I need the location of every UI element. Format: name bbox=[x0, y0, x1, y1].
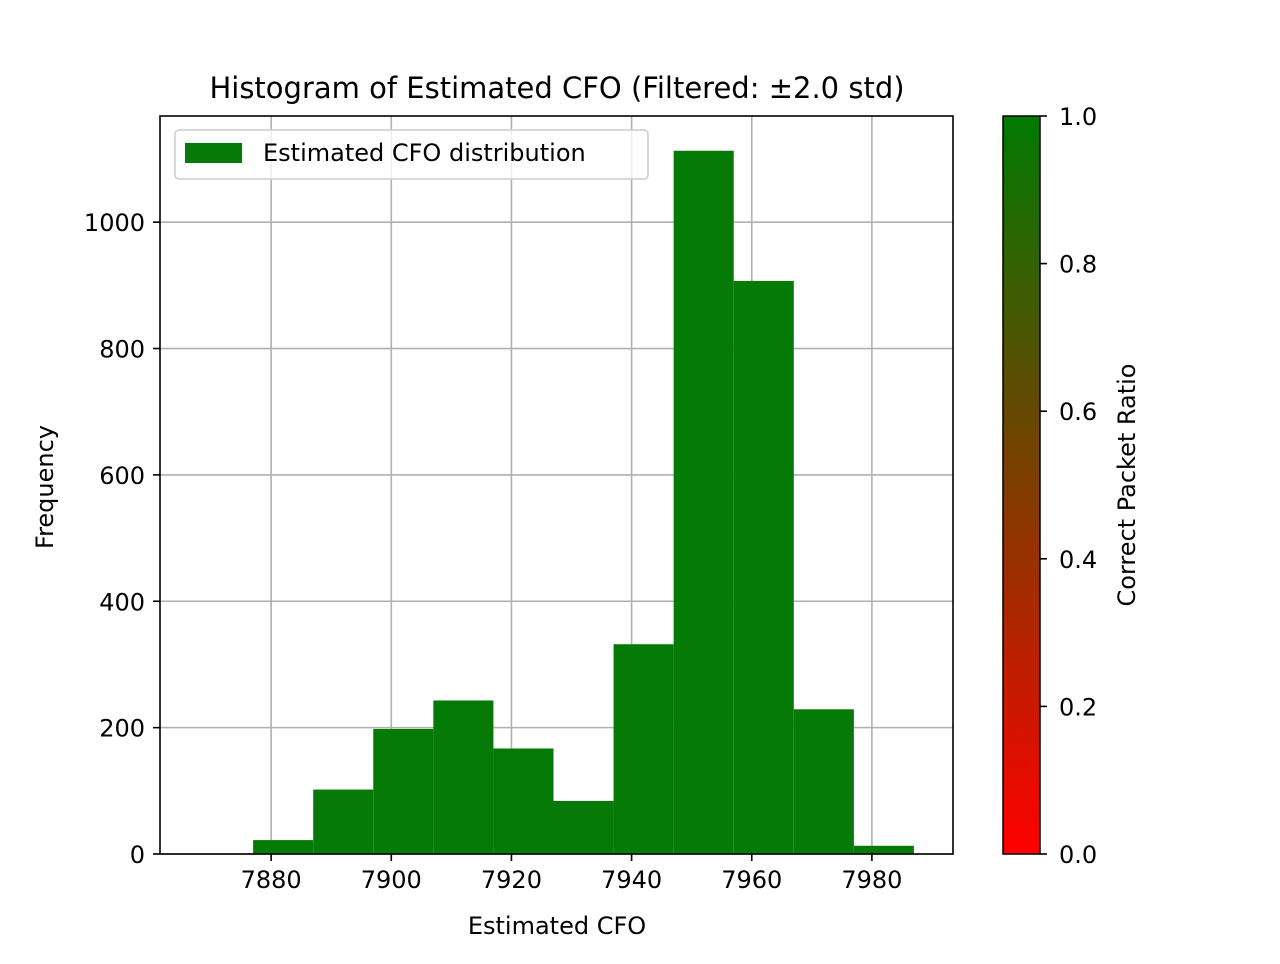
plot-frame bbox=[159, 115, 954, 855]
colorbar-tick-label: 0.4 bbox=[1059, 546, 1097, 574]
chart-title: Histogram of Estimated CFO (Filtered: ±2… bbox=[209, 71, 904, 105]
colorbar-tick-label: 0.0 bbox=[1059, 841, 1097, 869]
x-tick-label: 7920 bbox=[481, 866, 542, 894]
histogram-bar bbox=[853, 845, 914, 854]
colorbar-gradient bbox=[1002, 115, 1041, 855]
y-tick-label: 200 bbox=[99, 715, 145, 743]
histogram-bar bbox=[553, 800, 614, 854]
colorbar-ticks: 0.0 0.2 0.4 0.6 0.8 1.0 bbox=[1040, 103, 1097, 869]
colorbar-tick-label: 0.8 bbox=[1059, 251, 1097, 279]
histogram-bar bbox=[373, 728, 434, 854]
y-tick-label: 400 bbox=[99, 588, 145, 616]
legend: Estimated CFO distribution bbox=[174, 129, 649, 180]
colorbar bbox=[1002, 115, 1041, 855]
x-tick-label: 7960 bbox=[721, 866, 782, 894]
histogram-bar bbox=[793, 709, 854, 854]
x-axis-label: Estimated CFO bbox=[468, 912, 646, 940]
x-tick-label: 7880 bbox=[241, 866, 302, 894]
histogram-bar bbox=[733, 280, 794, 854]
x-tick-label: 7980 bbox=[841, 866, 902, 894]
histogram-bar bbox=[493, 748, 554, 854]
legend-label: Estimated CFO distribution bbox=[263, 139, 586, 167]
histogram-bars bbox=[253, 150, 914, 854]
colorbar-tick-label: 0.2 bbox=[1059, 693, 1097, 721]
y-tick-label: 600 bbox=[99, 462, 145, 490]
y-tick-label: 1000 bbox=[84, 209, 145, 237]
legend-frame bbox=[174, 129, 649, 180]
x-tick-label: 7900 bbox=[361, 866, 422, 894]
y-axis-label: Frequency bbox=[31, 425, 59, 549]
x-axis-ticks: 7880 7900 7920 7940 7960 7980 bbox=[241, 854, 902, 894]
histogram-bar bbox=[313, 789, 374, 854]
histogram-bar bbox=[673, 150, 734, 854]
plot-axes bbox=[159, 115, 954, 855]
y-axis-ticks: 0 200 400 600 800 1000 bbox=[84, 209, 160, 869]
colorbar-tick-label: 0.6 bbox=[1059, 398, 1097, 426]
histogram-bar bbox=[613, 644, 674, 854]
colorbar-tick-label: 1.0 bbox=[1059, 103, 1097, 131]
legend-swatch bbox=[185, 143, 242, 163]
x-tick-label: 7940 bbox=[601, 866, 662, 894]
y-tick-label: 0 bbox=[130, 841, 145, 869]
colorbar-label: Correct Packet Ratio bbox=[1113, 364, 1141, 607]
y-tick-label: 800 bbox=[99, 336, 145, 364]
histogram-bar bbox=[253, 840, 314, 854]
histogram-bar bbox=[433, 700, 494, 854]
